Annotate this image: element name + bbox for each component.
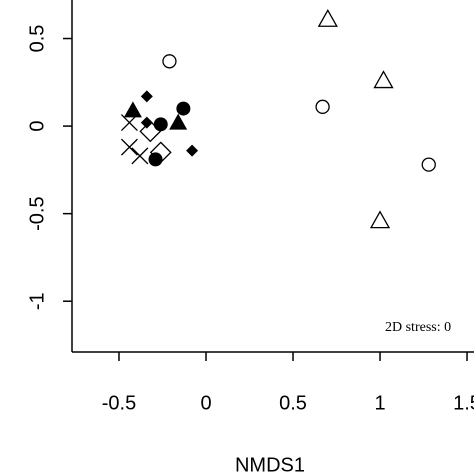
x-tick-label: 0.5 xyxy=(279,392,307,414)
point xyxy=(369,210,391,229)
x-tick-label: 1.5 xyxy=(453,392,474,414)
x-tick-label: 1 xyxy=(374,392,385,414)
point xyxy=(373,70,394,89)
y-tick-label: 0.5 xyxy=(26,25,48,53)
point xyxy=(169,113,188,130)
point xyxy=(120,138,138,156)
point xyxy=(176,101,191,116)
point xyxy=(149,141,172,164)
point xyxy=(139,120,162,143)
y-tick-label: -0.5 xyxy=(26,196,48,230)
y-tick-label: 0 xyxy=(26,121,48,132)
point xyxy=(162,54,177,69)
point xyxy=(148,152,163,167)
x-axis-label: NMDS1 xyxy=(235,454,305,474)
point xyxy=(153,117,168,132)
point xyxy=(131,147,149,165)
point xyxy=(123,101,142,118)
point xyxy=(315,99,330,114)
x-tick-label: -0.5 xyxy=(102,392,136,414)
point xyxy=(317,8,338,27)
x-tick-label: 0 xyxy=(200,392,211,414)
point xyxy=(140,90,153,103)
point xyxy=(186,144,199,157)
point xyxy=(140,116,153,129)
point xyxy=(421,157,436,172)
stress-annotation: 2D stress: 0 xyxy=(385,320,451,335)
point xyxy=(120,114,138,132)
y-tick-label: -1 xyxy=(26,292,48,310)
